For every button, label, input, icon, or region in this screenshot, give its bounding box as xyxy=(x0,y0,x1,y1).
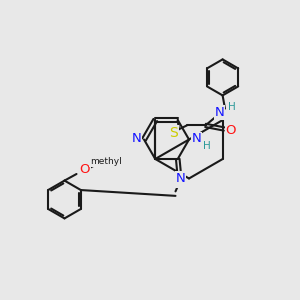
Text: N: N xyxy=(192,132,202,146)
Text: N: N xyxy=(176,172,185,185)
Text: H: H xyxy=(228,101,236,112)
Text: O: O xyxy=(80,163,90,176)
Text: O: O xyxy=(174,175,184,188)
Text: O: O xyxy=(226,124,236,137)
Text: H: H xyxy=(202,141,210,151)
Text: methyl: methyl xyxy=(90,158,122,166)
Text: N: N xyxy=(215,106,224,119)
Text: N: N xyxy=(131,132,141,145)
Text: S: S xyxy=(169,126,178,140)
